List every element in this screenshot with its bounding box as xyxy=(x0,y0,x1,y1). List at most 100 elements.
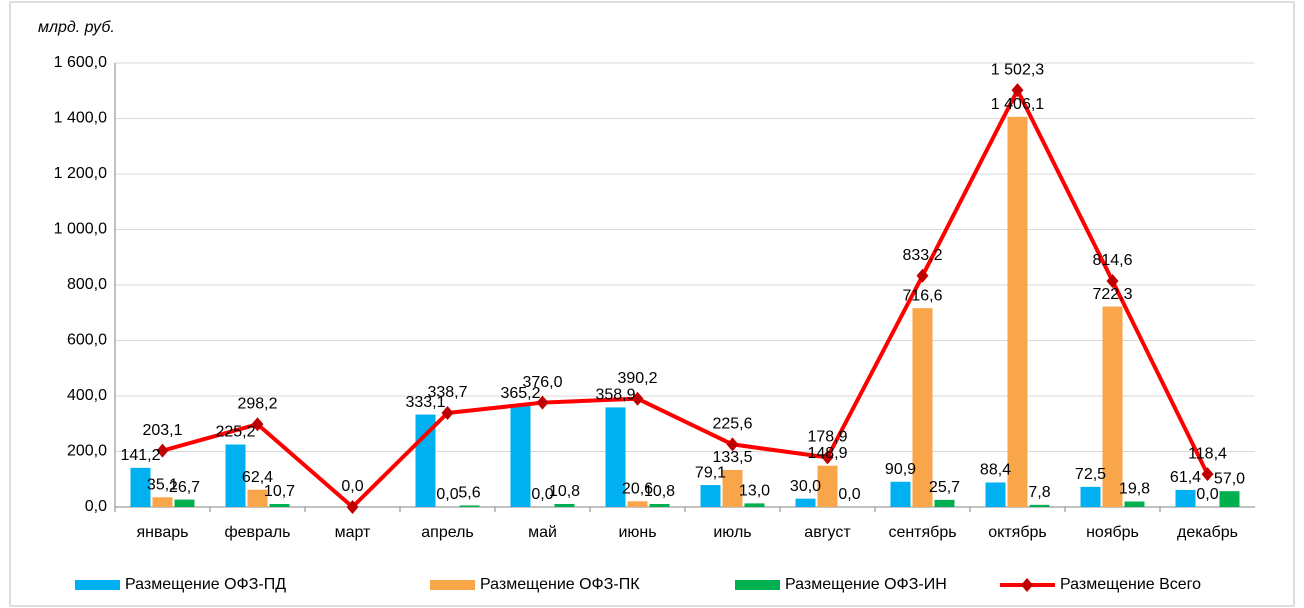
data-label: 814,6 xyxy=(1092,252,1132,269)
y-tick-label: 200,0 xyxy=(67,443,107,460)
legend-label: Размещение ОФЗ-ПК xyxy=(480,576,640,593)
data-label: 0,0 xyxy=(838,486,860,503)
marker xyxy=(1201,467,1214,482)
x-tick-label: март xyxy=(335,524,371,541)
data-label: 722,3 xyxy=(1092,286,1132,303)
bar xyxy=(1175,489,1196,507)
data-label: 225,6 xyxy=(712,416,752,433)
bar xyxy=(247,489,268,507)
y-tick-label: 400,0 xyxy=(67,387,107,404)
y-tick-label: 0,0 xyxy=(85,498,107,515)
marker xyxy=(1011,83,1024,98)
y-tick-label: 1 200,0 xyxy=(54,165,107,182)
bar xyxy=(985,482,1006,507)
legend-label: Размещение Всего xyxy=(1060,576,1201,593)
data-label: 72,5 xyxy=(1075,466,1106,483)
data-label: 35,1 xyxy=(147,476,178,493)
bar xyxy=(890,481,911,507)
data-label: 716,6 xyxy=(902,287,942,304)
legend-label: Размещение ОФЗ-ИН xyxy=(785,576,947,593)
bar xyxy=(1080,486,1101,507)
data-label: 118,4 xyxy=(1188,445,1227,462)
x-tick-label: декабрь xyxy=(1177,524,1238,541)
bar xyxy=(1219,491,1240,507)
bar xyxy=(817,465,838,507)
marker xyxy=(441,406,454,421)
bar xyxy=(934,499,955,507)
x-tick-label: январь xyxy=(137,524,189,541)
data-label: 7,8 xyxy=(1028,484,1050,501)
data-label: 225,2 xyxy=(215,424,255,441)
legend-label: Размещение ОФЗ-ПД xyxy=(125,576,286,593)
data-label: 178,9 xyxy=(807,429,847,446)
bar xyxy=(554,504,575,507)
bar xyxy=(1029,504,1050,507)
marker xyxy=(536,395,549,410)
marker xyxy=(916,268,929,283)
x-tick-label: июнь xyxy=(618,524,656,541)
data-label: 0,0 xyxy=(1196,486,1218,503)
bar xyxy=(795,498,816,507)
x-tick-label: ноябрь xyxy=(1086,524,1139,541)
data-label: 61,4 xyxy=(1170,469,1201,486)
y-axis-unit: млрд. руб. xyxy=(38,19,115,36)
line xyxy=(161,88,1210,509)
legend-marker xyxy=(1021,578,1033,592)
x-tick-label: апрель xyxy=(421,524,474,541)
data-label: 26,7 xyxy=(169,479,200,496)
bar xyxy=(510,405,531,507)
bar xyxy=(649,504,670,507)
marker xyxy=(1106,273,1119,288)
data-label: 5,6 xyxy=(458,485,480,502)
data-label: 30,0 xyxy=(790,478,821,495)
legend-swatch xyxy=(75,580,120,590)
data-label: 10,7 xyxy=(264,483,295,500)
chart-border xyxy=(9,1,1295,607)
bar xyxy=(1124,501,1145,507)
bar xyxy=(1007,116,1028,507)
y-tick-label: 1 600,0 xyxy=(54,54,107,71)
x-tick-label: июль xyxy=(713,524,751,541)
data-label: 25,7 xyxy=(929,479,960,496)
data-label: 376,0 xyxy=(522,374,562,391)
data-label: 338,7 xyxy=(427,384,467,401)
marker xyxy=(726,437,739,452)
y-tick-label: 1 400,0 xyxy=(54,110,107,127)
bar xyxy=(269,504,290,507)
data-label: 62,4 xyxy=(242,469,273,486)
bar xyxy=(1102,306,1123,507)
data-label: 90,9 xyxy=(885,461,916,478)
data-label: 20,6 xyxy=(622,481,653,498)
data-label: 298,2 xyxy=(237,395,277,412)
marker xyxy=(346,500,359,514)
y-tick-label: 600,0 xyxy=(67,332,107,349)
data-label: 390,2 xyxy=(617,370,657,387)
bar xyxy=(152,497,173,507)
marker xyxy=(821,450,834,465)
data-label: 79,1 xyxy=(695,464,726,481)
data-label: 365,2 xyxy=(500,385,540,402)
data-label: 0,0 xyxy=(436,486,458,503)
marker xyxy=(631,391,644,406)
data-label: 88,4 xyxy=(980,462,1011,479)
marker xyxy=(156,443,169,458)
data-label: 0,0 xyxy=(341,478,363,495)
x-tick-label: май xyxy=(528,524,557,541)
bar xyxy=(700,485,721,507)
data-label: 57,0 xyxy=(1214,470,1245,487)
bar xyxy=(459,505,480,507)
y-tick-label: 1 000,0 xyxy=(54,221,107,238)
y-tick-label: 800,0 xyxy=(67,276,107,293)
data-label: 1 406,1 xyxy=(991,96,1044,113)
data-label: 133,5 xyxy=(712,449,752,466)
x-tick-label: сентябрь xyxy=(888,524,956,541)
data-label: 10,8 xyxy=(644,483,675,500)
data-label: 19,8 xyxy=(1119,481,1150,498)
marker xyxy=(251,417,264,432)
data-label: 13,0 xyxy=(739,483,770,500)
bar xyxy=(722,469,743,507)
data-label: 358,9 xyxy=(595,387,635,404)
data-label: 0,0 xyxy=(531,486,553,503)
data-label: 833,2 xyxy=(902,247,942,264)
